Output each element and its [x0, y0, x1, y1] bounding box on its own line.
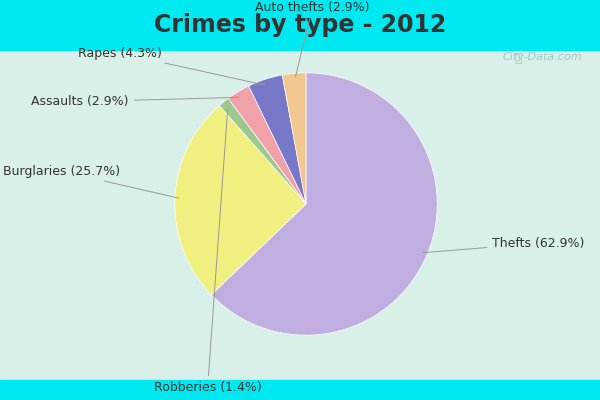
Text: ⓘ: ⓘ — [515, 52, 522, 65]
Bar — [0, 380, 600, 400]
Bar — [0, 50, 600, 400]
Bar — [0, 0, 600, 50]
Text: Robberies (1.4%): Robberies (1.4%) — [154, 110, 262, 394]
Text: City-Data.com: City-Data.com — [503, 52, 582, 62]
Text: Crimes by type - 2012: Crimes by type - 2012 — [154, 13, 446, 37]
Wedge shape — [249, 75, 306, 204]
Text: Rapes (4.3%): Rapes (4.3%) — [78, 47, 265, 85]
Wedge shape — [211, 73, 437, 335]
Text: Burglaries (25.7%): Burglaries (25.7%) — [2, 165, 179, 198]
Wedge shape — [220, 98, 306, 204]
Wedge shape — [228, 86, 306, 204]
Text: Auto thefts (2.9%): Auto thefts (2.9%) — [256, 1, 370, 77]
Text: Assaults (2.9%): Assaults (2.9%) — [31, 95, 239, 108]
Wedge shape — [282, 73, 306, 204]
Text: Thefts (62.9%): Thefts (62.9%) — [424, 237, 584, 253]
Wedge shape — [175, 106, 306, 295]
